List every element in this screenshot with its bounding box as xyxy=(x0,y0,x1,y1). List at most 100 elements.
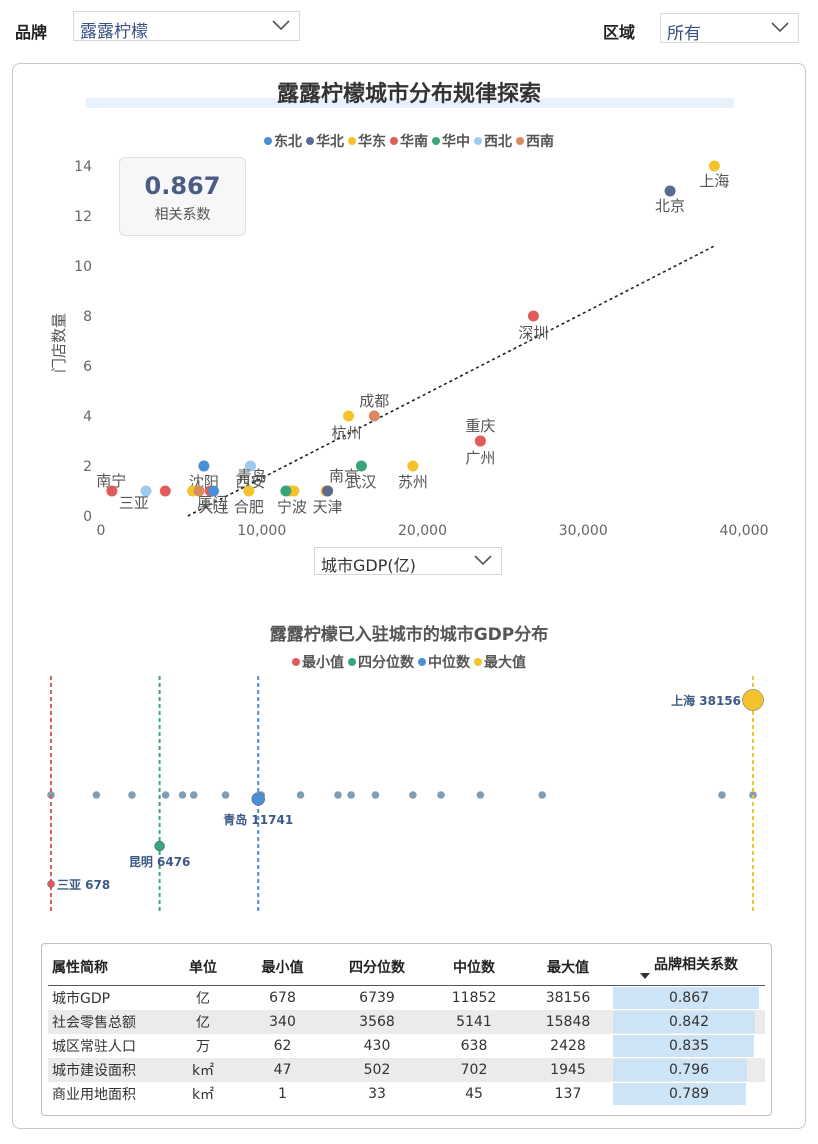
table-row[interactable]: 城市GDP 亿 678 6739 11852 38156 0.867 xyxy=(48,985,765,1010)
legend-item[interactable]: 华东 xyxy=(348,131,386,151)
col-header-min[interactable]: 最小值 xyxy=(236,948,329,986)
scatter-point xyxy=(664,185,676,197)
region-select[interactable]: 所有 xyxy=(660,13,799,44)
col-header-name[interactable]: 属性简称 xyxy=(48,948,170,986)
legend-dot xyxy=(348,137,356,145)
y-tick-label: 8 xyxy=(83,309,92,325)
table-cell: 340 xyxy=(236,1010,329,1034)
corr-value: 0.867 xyxy=(668,990,710,1006)
legend-dot xyxy=(474,658,482,666)
table-row[interactable]: 商业用地面积 k㎡ 1 33 45 137 0.789 xyxy=(48,1082,765,1106)
table-cell: k㎡ xyxy=(191,1087,215,1103)
legend-item[interactable]: 四分位数 xyxy=(348,652,414,672)
table-cell: 11852 xyxy=(451,990,497,1006)
scatter-point xyxy=(208,485,220,497)
col-header-corr-label: 品牌相关系数 xyxy=(654,957,738,973)
table-cell: 2428 xyxy=(550,1038,586,1054)
corr-value: 0.796 xyxy=(668,1062,710,1078)
table-cell: 47 xyxy=(236,1058,329,1082)
legend-dot xyxy=(264,137,272,145)
y-tick-label: 12 xyxy=(74,209,92,225)
point-label: 北京 xyxy=(655,197,685,215)
brand-filter-label: 品牌 xyxy=(15,23,48,42)
legend-label: 华南 xyxy=(400,134,428,150)
gdp-point xyxy=(409,791,417,799)
point-label: 宁波 xyxy=(277,498,307,516)
legend-dot xyxy=(516,137,524,145)
chevron-down-icon xyxy=(771,22,789,33)
scatter-point xyxy=(280,485,292,497)
corr-cell: 0.796 xyxy=(613,1058,765,1082)
legend-label: 西南 xyxy=(526,134,554,150)
region-select-value: 所有 xyxy=(667,24,701,44)
table-row[interactable]: 城市建设面积 k㎡ 47 502 702 1945 0.796 xyxy=(48,1058,765,1082)
point-label: 厦门 xyxy=(197,494,227,512)
scatter-point xyxy=(708,160,720,172)
reference-label: 青岛 11741 xyxy=(223,812,293,827)
legend-item[interactable]: 西南 xyxy=(516,131,554,151)
table-cell: 万 xyxy=(196,1039,210,1055)
chevron-down-icon xyxy=(272,20,290,31)
gdp-point xyxy=(178,791,187,799)
legend-item[interactable]: 华中 xyxy=(432,131,470,151)
legend-label: 四分位数 xyxy=(358,655,414,671)
point-label: 合肥 xyxy=(234,498,264,516)
table-cell: 亿 xyxy=(170,1010,236,1034)
chevron-down-icon xyxy=(474,555,492,566)
scatter-point xyxy=(474,435,486,447)
brand-select-value: 露露柠檬 xyxy=(80,22,148,42)
scatter-point xyxy=(106,485,118,497)
legend-dot xyxy=(348,658,356,666)
correlation-value: 0.867 xyxy=(144,172,221,200)
y-tick-label: 2 xyxy=(83,459,92,475)
y-axis-label: 门店数量 xyxy=(50,313,68,373)
legend-item[interactable]: 华北 xyxy=(306,131,344,151)
table-cell: 城区常驻人口 xyxy=(52,1039,136,1055)
corr-databar xyxy=(613,1083,746,1105)
col-header-unit[interactable]: 单位 xyxy=(170,948,236,986)
legend-item[interactable]: 东北 xyxy=(264,131,302,151)
gdp-point xyxy=(538,791,546,799)
region-filter-label: 区域 xyxy=(603,23,636,42)
x-tick-label: 10,000 xyxy=(237,523,286,539)
col-header-max[interactable]: 最大值 xyxy=(523,948,613,986)
corr-databar xyxy=(613,987,759,1009)
col-header-corr[interactable]: 品牌相关系数 xyxy=(613,948,765,986)
table-row[interactable]: 社会零售总额亿 340 3568 5141 15848 0.842 xyxy=(48,1010,765,1034)
point-label: 天津 xyxy=(313,498,343,516)
table-row[interactable]: 城区常驻人口 万 62 430 638 2428 0.835 xyxy=(48,1034,765,1058)
legend-item[interactable]: 中位数 xyxy=(418,652,470,672)
scatter-point xyxy=(140,485,152,497)
x-axis-select-value: 城市GDP(亿) xyxy=(321,556,416,575)
table-cell: 1 xyxy=(278,1086,287,1102)
scatter-legend: 东北 华北 华东 华南 华中 西北 西南 xyxy=(0,131,818,151)
scatter-title: 露露柠檬城市分布规律探索 xyxy=(276,82,541,107)
legend-dot xyxy=(390,137,398,145)
table-cell: 702 xyxy=(425,1058,523,1082)
col-header-median[interactable]: 中位数 xyxy=(425,948,523,986)
corr-databar xyxy=(613,1059,747,1081)
point-label: 三亚 xyxy=(119,494,149,512)
scatter-point xyxy=(407,460,419,472)
table-cell: 45 xyxy=(465,1086,483,1102)
table-cell: 城市建设面积 xyxy=(48,1058,170,1082)
gdp-point xyxy=(296,791,305,799)
table-cell: 62 xyxy=(273,1038,292,1054)
strip-title: 露露柠檬已入驻城市的城市GDP分布 xyxy=(269,625,549,645)
point-label: 苏州 xyxy=(398,473,428,491)
gdp-point xyxy=(371,791,380,799)
gdp-point xyxy=(128,791,136,799)
col-header-q1[interactable]: 四分位数 xyxy=(329,948,425,986)
corr-cell: 0.789 xyxy=(613,1082,765,1106)
legend-item[interactable]: 最小值 xyxy=(292,652,344,672)
x-axis-select[interactable]: 城市GDP(亿) xyxy=(314,547,502,575)
table-cell: 638 xyxy=(460,1038,488,1054)
gdp-point xyxy=(437,791,445,799)
trend-line xyxy=(187,245,715,517)
reference-label: 三亚 678 xyxy=(57,878,110,892)
brand-select[interactable]: 露露柠檬 xyxy=(73,11,300,42)
legend-item[interactable]: 西北 xyxy=(474,131,512,151)
legend-item[interactable]: 华南 xyxy=(390,131,428,151)
legend-item[interactable]: 最大值 xyxy=(474,652,526,672)
y-tick-label: 6 xyxy=(83,359,92,375)
